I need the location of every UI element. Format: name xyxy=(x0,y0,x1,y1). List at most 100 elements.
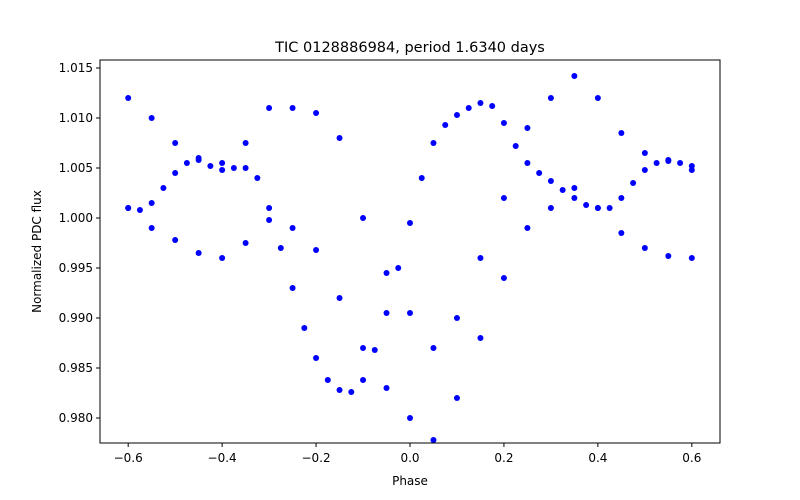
data-point xyxy=(407,310,413,316)
data-point xyxy=(594,205,601,211)
data-point xyxy=(301,325,308,331)
data-point xyxy=(641,150,648,156)
x-tick-label: 0.2 xyxy=(494,451,513,465)
data-point xyxy=(207,163,214,169)
data-point xyxy=(430,140,437,146)
x-axis-ticks: −0.6 −0.4 −0.2 0.0 0.2 0.4 0.6 xyxy=(114,443,701,465)
data-point xyxy=(289,285,296,291)
data-point xyxy=(289,105,296,111)
data-point xyxy=(559,187,566,193)
data-point xyxy=(688,163,695,169)
data-point xyxy=(524,160,531,166)
data-point xyxy=(266,105,273,111)
data-point xyxy=(512,143,519,149)
data-point xyxy=(630,180,637,186)
data-point xyxy=(148,200,155,206)
data-point xyxy=(442,122,449,128)
y-axis-ticks: 0.980 0.985 0.990 0.995 1.000 1.005 1.010 1.015 xyxy=(59,61,100,425)
x-tick-label: −0.4 xyxy=(208,451,237,465)
data-point xyxy=(360,377,367,383)
data-point xyxy=(136,207,143,213)
data-point xyxy=(571,195,578,201)
data-point xyxy=(500,195,507,201)
y-tick-label: 1.010 xyxy=(59,111,93,125)
data-point xyxy=(195,250,202,256)
data-point xyxy=(547,205,554,211)
data-point xyxy=(266,217,273,223)
data-point xyxy=(219,255,226,261)
data-point xyxy=(254,175,261,181)
data-point xyxy=(665,157,672,163)
y-tick-label: 0.995 xyxy=(59,261,93,275)
data-point xyxy=(500,120,507,126)
chart-title: TIC 0128886984, period 1.6340 days xyxy=(274,40,545,56)
data-point xyxy=(524,225,531,231)
data-point xyxy=(125,95,132,101)
data-point xyxy=(172,170,179,176)
data-point xyxy=(688,255,695,261)
data-point xyxy=(407,220,413,226)
data-point xyxy=(477,335,484,341)
data-point xyxy=(418,175,425,181)
data-point xyxy=(618,195,625,201)
data-point xyxy=(641,167,648,173)
data-point xyxy=(371,347,378,353)
plot-frame xyxy=(99,59,721,444)
data-point xyxy=(571,73,578,79)
data-point xyxy=(395,265,402,271)
data-point xyxy=(242,240,249,246)
x-tick-label: −0.2 xyxy=(301,451,330,465)
data-point xyxy=(383,385,390,391)
data-point xyxy=(524,125,531,131)
data-point xyxy=(313,247,320,253)
data-point xyxy=(489,103,496,109)
data-points xyxy=(125,73,695,443)
data-point xyxy=(324,377,331,383)
y-tick-label: 0.990 xyxy=(59,311,93,325)
data-point xyxy=(277,245,284,251)
data-point xyxy=(430,345,437,351)
data-point xyxy=(148,225,155,231)
data-point xyxy=(477,100,484,106)
data-point xyxy=(477,255,484,261)
x-tick-label: 0.0 xyxy=(400,451,419,465)
data-point xyxy=(313,110,320,116)
data-point xyxy=(242,140,249,146)
data-point xyxy=(618,230,625,236)
data-point xyxy=(148,115,155,121)
data-point xyxy=(336,387,343,393)
y-tick-label: 0.985 xyxy=(59,361,93,375)
data-point xyxy=(583,202,590,208)
x-axis-label: Phase xyxy=(392,474,428,488)
data-point xyxy=(195,155,202,161)
data-point xyxy=(360,215,367,221)
data-point xyxy=(594,95,601,101)
data-point xyxy=(219,167,226,173)
data-point xyxy=(465,105,472,111)
data-point xyxy=(383,270,390,276)
x-tick-label: −0.6 xyxy=(114,451,143,465)
data-point xyxy=(677,160,684,166)
data-point xyxy=(653,160,660,166)
y-tick-label: 1.000 xyxy=(59,211,93,225)
data-point xyxy=(665,253,672,259)
data-point xyxy=(453,395,460,401)
data-point xyxy=(606,205,613,211)
data-point xyxy=(242,165,249,171)
data-point xyxy=(313,355,320,361)
y-tick-label: 0.980 xyxy=(59,411,93,425)
x-tick-label: 0.4 xyxy=(588,451,607,465)
data-point xyxy=(571,185,578,191)
data-point xyxy=(230,165,237,171)
data-point xyxy=(453,315,460,321)
data-point xyxy=(407,415,413,421)
y-axis-label: Normalized PDC flux xyxy=(30,190,44,313)
data-point xyxy=(536,170,543,176)
data-point xyxy=(266,205,273,211)
data-point xyxy=(360,345,367,351)
data-point xyxy=(172,237,179,243)
data-point xyxy=(183,160,190,166)
data-point xyxy=(336,135,343,141)
data-point xyxy=(453,112,460,118)
